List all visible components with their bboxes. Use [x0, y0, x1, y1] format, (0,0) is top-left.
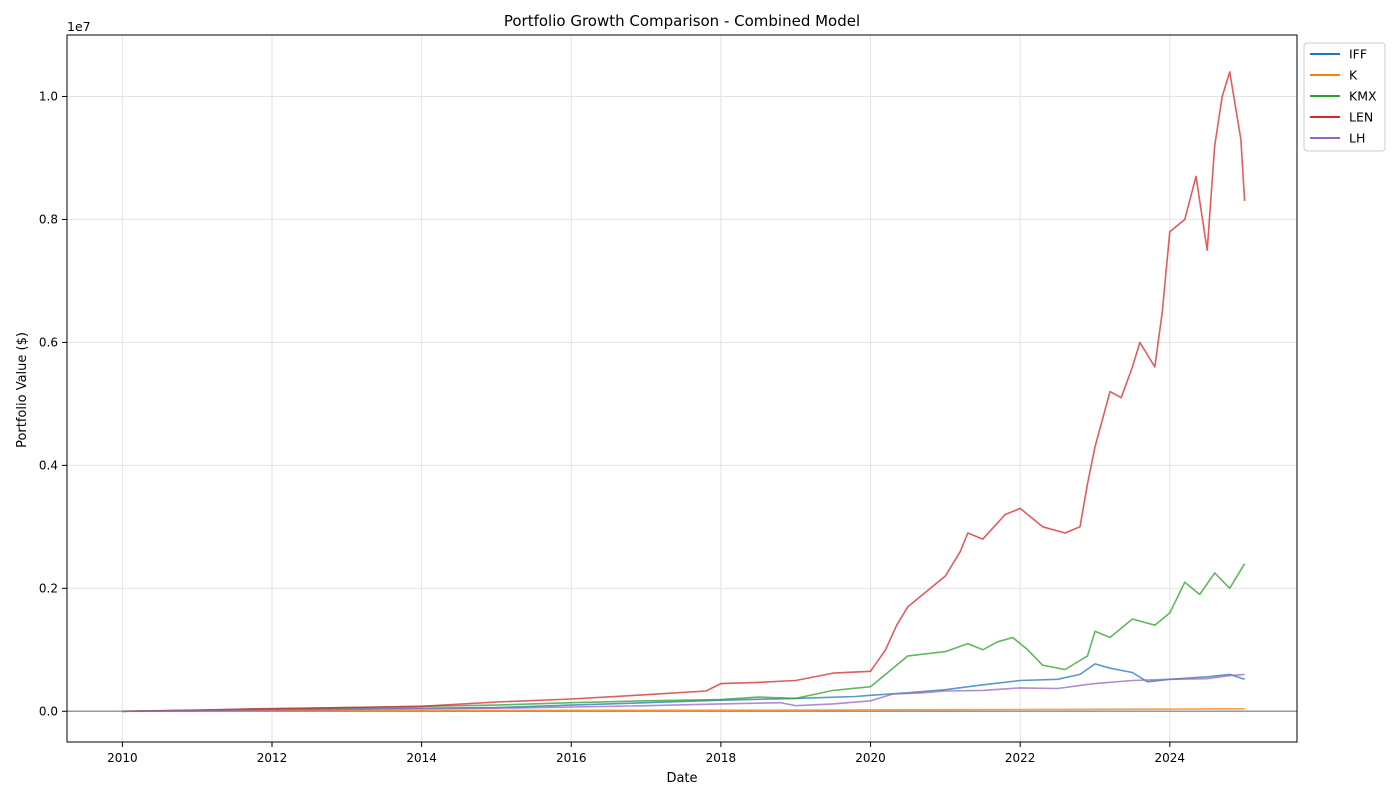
y-tick-label: 0.8 [39, 212, 58, 226]
series-line-kmx [122, 563, 1246, 713]
x-tick-label: 2012 [257, 751, 288, 765]
y-axis-offset-label: 1e7 [67, 19, 91, 34]
grid [67, 35, 1297, 742]
series-line-k [122, 707, 1245, 713]
legend-label-iff: IFF [1349, 47, 1367, 62]
legend-label-k: K [1349, 68, 1358, 83]
x-axis-label: Date [666, 771, 697, 786]
x-tick-label: 2024 [1155, 751, 1186, 765]
legend-label-lh: LH [1349, 131, 1365, 146]
y-axis-label: Portfolio Value ($) [15, 332, 30, 448]
series-layer [122, 71, 1246, 713]
x-tick-label: 2010 [107, 751, 138, 765]
y-tick-label: 0.4 [39, 458, 58, 472]
y-axis-ticks: 0.0 0.2 0.4 0.6 0.8 1.0 [39, 89, 67, 718]
x-axis-ticks: 2010 2012 2014 2016 2018 2020 2022 2024 [107, 742, 1185, 765]
y-tick-label: 0.2 [39, 581, 58, 595]
plot-frame [66, 34, 1298, 743]
x-tick-label: 2018 [706, 751, 737, 765]
y-tick-label: 0.6 [39, 335, 58, 349]
legend-frame [1303, 42, 1386, 152]
y-tick-label: 1.0 [39, 89, 58, 103]
chart-title: Portfolio Growth Comparison - Combined M… [504, 12, 860, 30]
legend-label-kmx: KMX [1349, 89, 1377, 104]
y-tick-label: 0.0 [39, 704, 58, 718]
x-tick-label: 2022 [1005, 751, 1036, 765]
x-tick-label: 2020 [855, 751, 886, 765]
legend: IFF K KMX LEN LH [1303, 42, 1386, 152]
legend-label-len: LEN [1349, 110, 1373, 125]
series-line-len [122, 71, 1246, 713]
x-tick-label: 2014 [406, 751, 437, 765]
series-line-lh [122, 673, 1245, 713]
x-tick-label: 2016 [556, 751, 587, 765]
